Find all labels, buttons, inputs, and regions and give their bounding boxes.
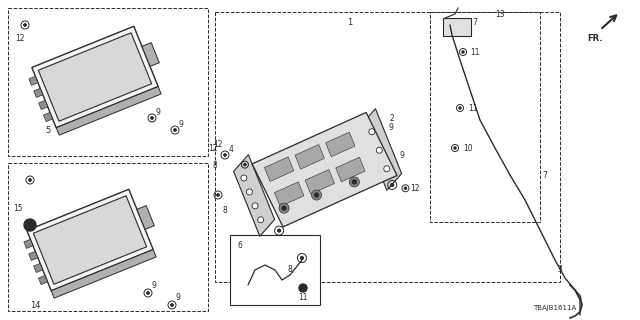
Circle shape: [353, 180, 356, 184]
Text: 9: 9: [179, 119, 184, 129]
Text: 8: 8: [287, 266, 292, 275]
Polygon shape: [38, 100, 48, 109]
Circle shape: [369, 129, 375, 135]
Polygon shape: [44, 112, 52, 122]
Circle shape: [459, 107, 461, 109]
Circle shape: [384, 166, 390, 172]
Circle shape: [279, 203, 289, 213]
Text: FR.: FR.: [588, 34, 603, 43]
Polygon shape: [33, 196, 147, 284]
Text: 8: 8: [223, 205, 227, 214]
Text: 11: 11: [298, 293, 308, 302]
Circle shape: [174, 129, 176, 131]
Circle shape: [462, 51, 464, 53]
Polygon shape: [361, 109, 402, 190]
Circle shape: [404, 187, 406, 189]
Polygon shape: [305, 170, 335, 194]
Circle shape: [391, 184, 394, 186]
Circle shape: [299, 284, 307, 292]
Polygon shape: [29, 76, 38, 85]
Text: 12: 12: [411, 184, 420, 193]
Text: 4: 4: [228, 145, 233, 154]
Polygon shape: [56, 86, 161, 135]
Bar: [8, 163, 208, 311]
Text: 9: 9: [152, 282, 156, 291]
Polygon shape: [295, 145, 324, 169]
Text: 3: 3: [557, 266, 563, 275]
Circle shape: [454, 147, 456, 149]
Polygon shape: [137, 206, 154, 229]
Polygon shape: [51, 250, 156, 298]
Circle shape: [258, 217, 264, 223]
Text: 2: 2: [390, 114, 394, 123]
Polygon shape: [34, 263, 43, 273]
Circle shape: [349, 177, 359, 187]
Text: 7: 7: [472, 18, 477, 27]
Text: 5: 5: [45, 125, 51, 134]
Polygon shape: [252, 112, 397, 227]
Polygon shape: [326, 132, 355, 157]
Text: 14: 14: [29, 300, 40, 309]
Polygon shape: [264, 157, 294, 181]
Text: 10: 10: [463, 143, 473, 153]
Circle shape: [301, 257, 303, 259]
Polygon shape: [24, 239, 33, 248]
Circle shape: [278, 229, 280, 232]
Circle shape: [246, 189, 252, 195]
Circle shape: [314, 193, 319, 197]
Polygon shape: [336, 157, 365, 182]
Polygon shape: [29, 251, 38, 260]
Text: 6: 6: [238, 241, 243, 250]
Circle shape: [224, 154, 226, 156]
Bar: [443, 18, 471, 36]
Circle shape: [171, 304, 173, 306]
Text: 7: 7: [543, 171, 547, 180]
Bar: [215, 12, 560, 282]
Polygon shape: [38, 33, 152, 121]
Text: 8: 8: [212, 161, 218, 170]
Circle shape: [376, 147, 382, 153]
Bar: [230, 235, 320, 305]
Circle shape: [241, 175, 247, 181]
Circle shape: [252, 203, 258, 209]
Bar: [8, 8, 208, 156]
Circle shape: [217, 194, 219, 196]
Text: 12: 12: [15, 34, 25, 43]
Text: 9: 9: [156, 108, 161, 116]
Text: 9: 9: [388, 123, 394, 132]
Circle shape: [29, 179, 31, 181]
Polygon shape: [34, 88, 43, 98]
Polygon shape: [27, 189, 153, 291]
Text: TBAJB1611A: TBAJB1611A: [533, 305, 577, 311]
Text: 11: 11: [468, 103, 477, 113]
Text: 15: 15: [13, 204, 23, 212]
Circle shape: [312, 190, 321, 200]
Text: 11: 11: [470, 47, 480, 57]
Text: 13: 13: [495, 10, 505, 19]
Text: 9: 9: [400, 150, 404, 160]
Circle shape: [24, 219, 36, 231]
Circle shape: [147, 292, 149, 294]
Circle shape: [282, 206, 286, 210]
Text: 1: 1: [348, 18, 353, 27]
Polygon shape: [32, 26, 158, 128]
Text: 12: 12: [208, 143, 218, 153]
Polygon shape: [275, 182, 304, 206]
Circle shape: [244, 164, 246, 166]
Circle shape: [151, 117, 153, 119]
Polygon shape: [234, 155, 275, 236]
Polygon shape: [142, 43, 159, 67]
Text: 12: 12: [213, 140, 223, 148]
Text: 9: 9: [175, 293, 180, 302]
Polygon shape: [38, 276, 47, 284]
Circle shape: [24, 24, 26, 26]
Bar: [430, 12, 540, 222]
